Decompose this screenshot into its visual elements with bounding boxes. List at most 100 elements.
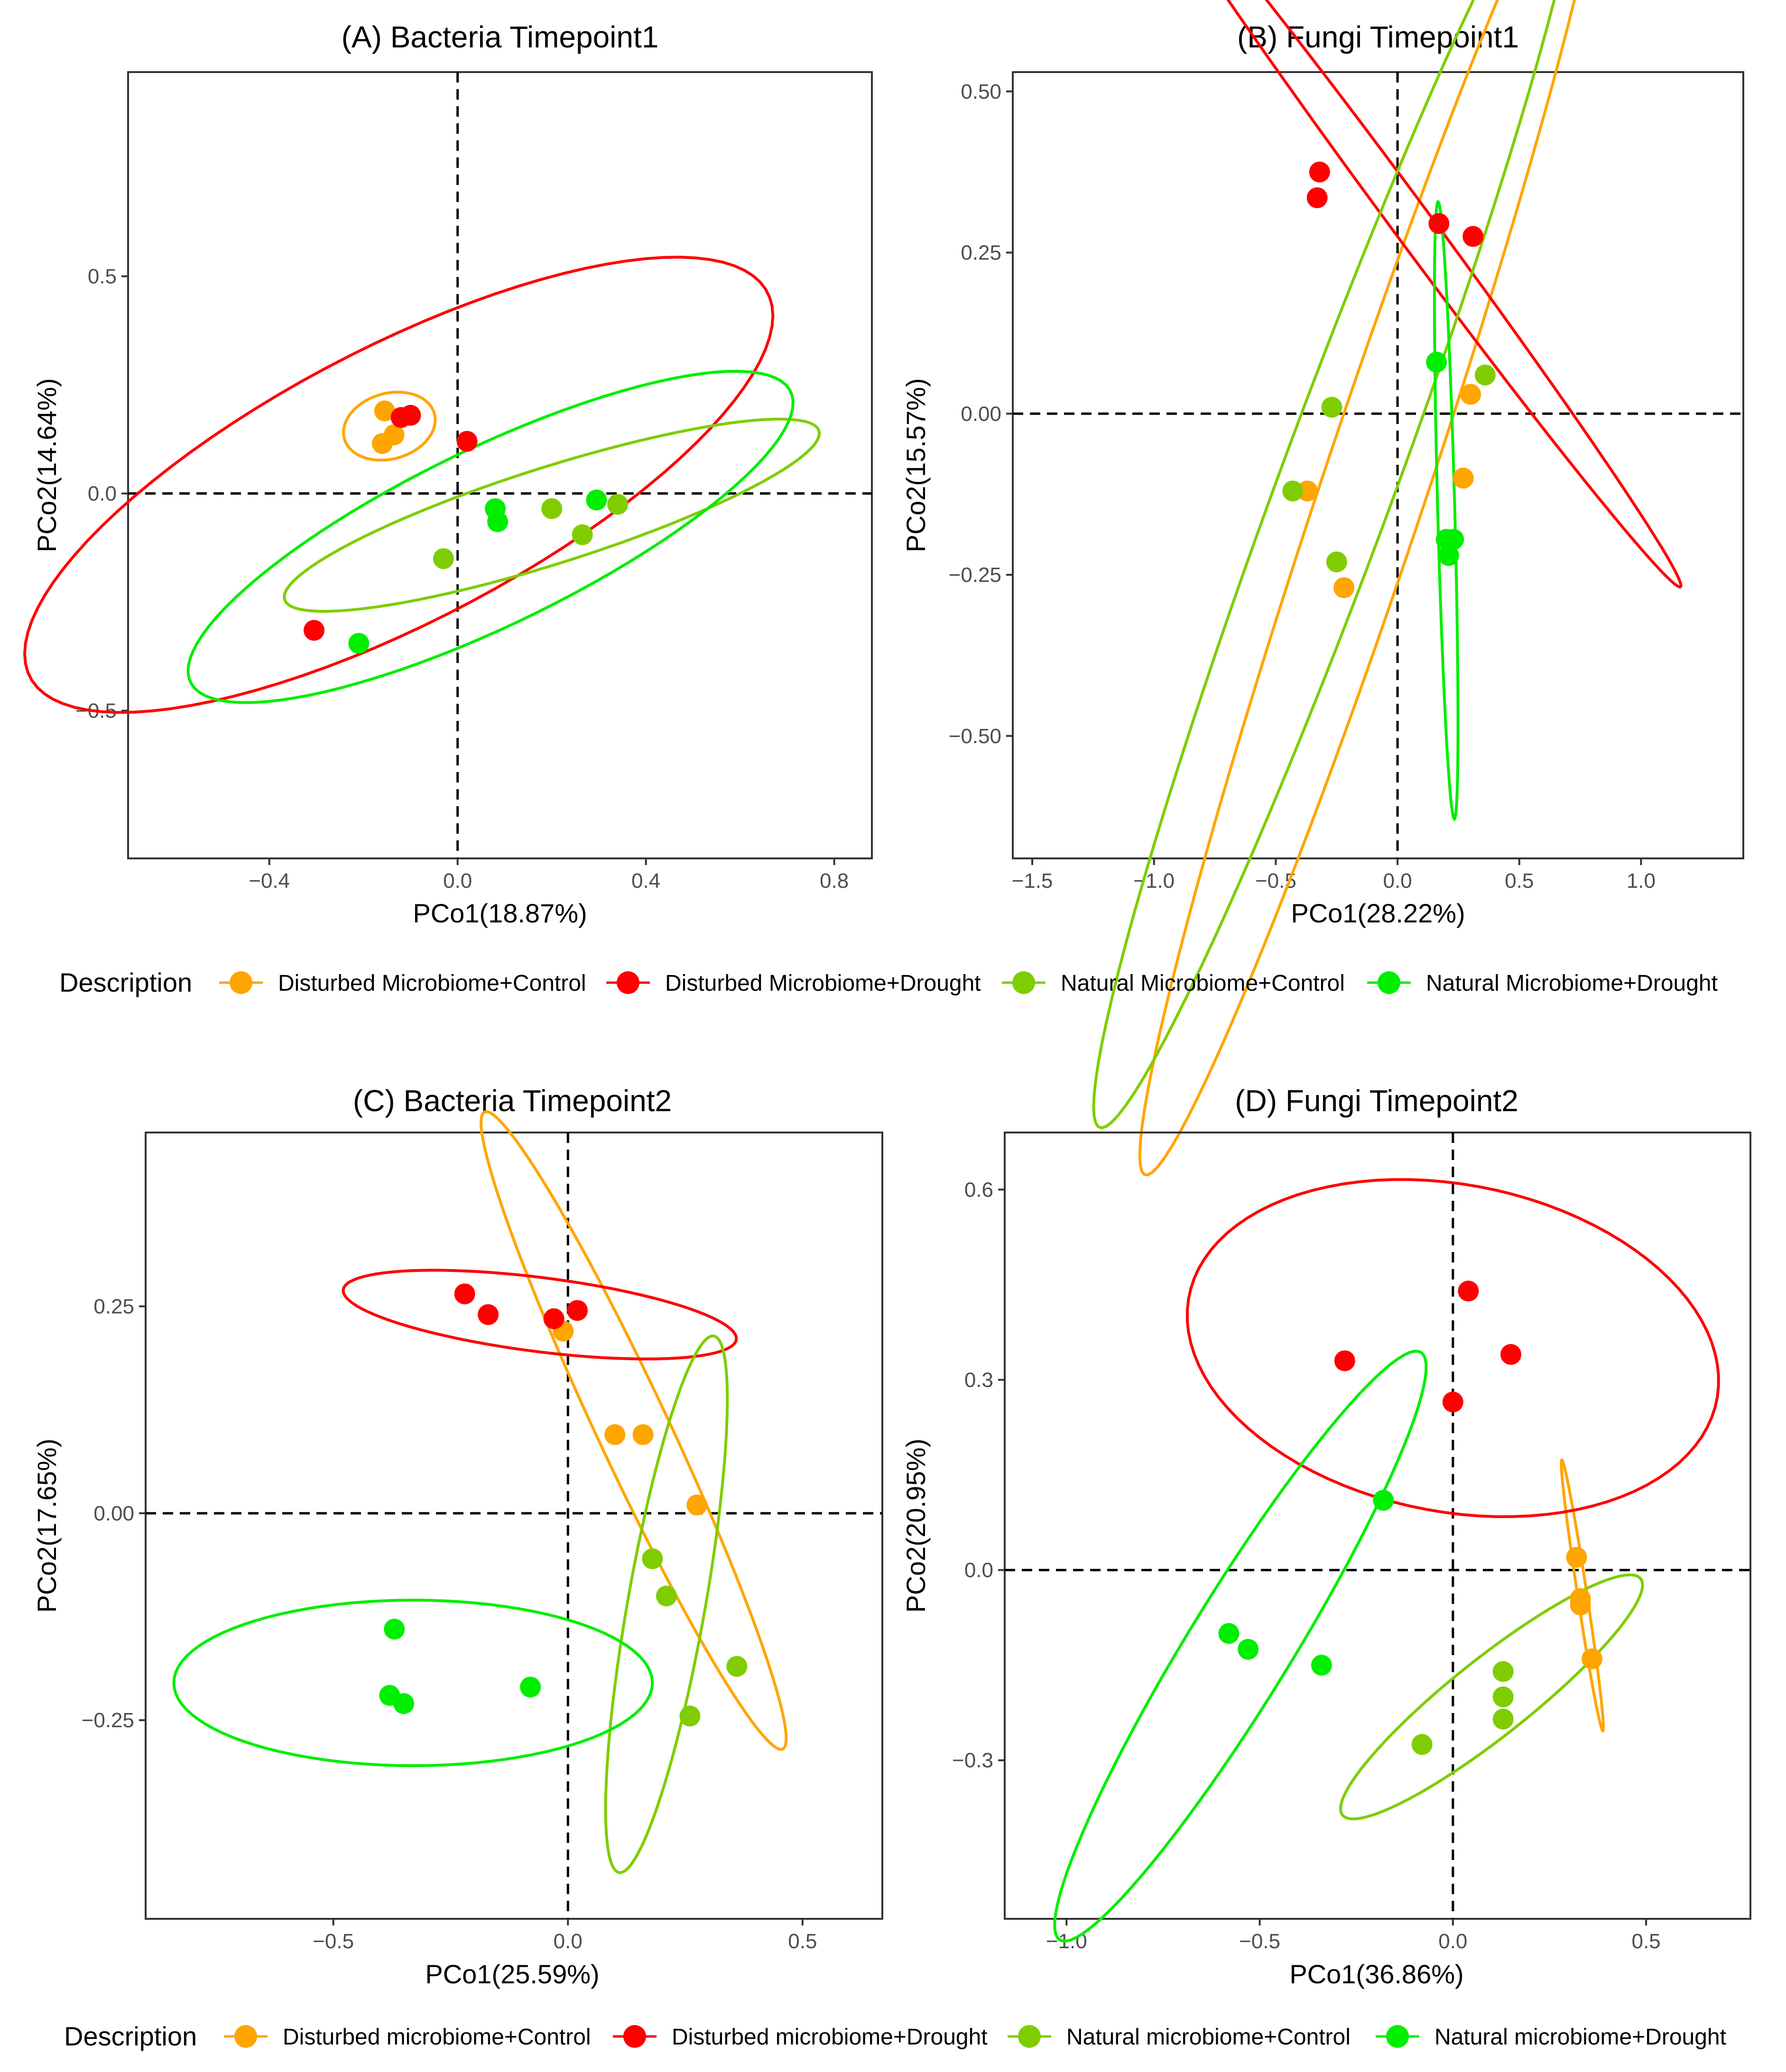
legend-label: Disturbed Microbiome+Drought: [665, 971, 981, 996]
data-point: [1238, 1639, 1259, 1660]
ellipses: [23, 256, 821, 714]
data-point: [1326, 551, 1347, 572]
legend-label: Natural Microbiome+Drought: [1426, 971, 1718, 996]
data-point: [607, 494, 629, 515]
legend-title: Description: [64, 2021, 197, 2051]
data-point: [384, 1619, 405, 1640]
x-tick-label: 0.0: [554, 1930, 583, 1953]
y-tick-label: 0.25: [961, 241, 1001, 265]
legend-key-dot: [230, 971, 252, 994]
data-point: [1311, 1655, 1332, 1676]
data-point: [1321, 396, 1342, 418]
y-axis-label: PCo2(20.95%): [901, 1438, 931, 1612]
reference-lines: [1013, 72, 1743, 858]
data-point: [642, 1548, 663, 1569]
data-point: [1442, 1391, 1463, 1413]
x-tick-label: −0.5: [313, 1930, 354, 1953]
legend-item: Disturbed microbiome+Control: [224, 2025, 591, 2050]
y-axis-label: PCo2(17.65%): [32, 1438, 62, 1612]
panel-c: (C) Bacteria Timepoint2 −0.5 0.0 0.5 −0.25 0…: [32, 1084, 883, 1989]
data-point: [1582, 1648, 1603, 1669]
legend-key-dot: [1386, 2025, 1409, 2048]
data-point: [1428, 213, 1450, 234]
reference-lines: [128, 72, 872, 858]
data-point: [1373, 1490, 1394, 1511]
axis-ticks: −0.5 0.0 0.5 −0.25 0.00 0.25: [82, 1295, 817, 1953]
data-point: [1462, 226, 1484, 247]
x-tick-label: 0.0: [1383, 869, 1412, 893]
data-point: [371, 433, 393, 454]
data-point: [1334, 1350, 1355, 1372]
x-axis-label: PCo1(18.87%): [413, 898, 587, 928]
legend-item: Natural Microbiome+Control: [1002, 971, 1345, 996]
data-point: [572, 524, 593, 545]
chart-title: (C) Bacteria Timepoint2: [353, 1084, 672, 1118]
plot-frame: [127, 71, 873, 859]
plot-frame: [1012, 71, 1744, 859]
legend-label: Natural microbiome+Drought: [1434, 2025, 1726, 2050]
points: [1282, 161, 1496, 599]
ellipse: [342, 390, 437, 462]
legend-bottom: Description Disturbed microbiome+Control…: [64, 2021, 1726, 2051]
reference-lines: [146, 1133, 882, 1919]
x-axis-label: PCo1(36.86%): [1289, 1959, 1463, 1989]
data-point: [604, 1424, 626, 1446]
legend-label: Natural Microbiome+Control: [1061, 971, 1345, 996]
ellipses: [172, 1110, 788, 1874]
data-point: [686, 1494, 708, 1516]
y-tick-label: −0.50: [949, 725, 1001, 748]
data-point: [1411, 1734, 1433, 1755]
ellipse: [1092, 0, 1556, 1130]
legend-label: Disturbed microbiome+Drought: [672, 2025, 988, 2050]
ellipse: [1433, 199, 1460, 821]
x-tick-label: 0.5: [1631, 1930, 1660, 1953]
y-tick-label: −0.25: [82, 1709, 134, 1732]
ellipse: [342, 1269, 738, 1361]
legend-item: Natural Microbiome+Drought: [1367, 971, 1718, 996]
ellipses: [1053, 1178, 1720, 1943]
data-point: [1438, 545, 1459, 566]
ellipse: [480, 1110, 788, 1751]
ellipse: [1185, 1178, 1720, 1519]
chart-title: (A) Bacteria Timepoint1: [342, 20, 659, 54]
panel-d: (D) Fungi Timepoint2 −1.0 −0.5 0.0 0.5−0.30…: [901, 1084, 1751, 1989]
data-point: [726, 1656, 748, 1677]
legend-key-dot: [623, 2025, 646, 2048]
legend-label: Natural microbiome+Control: [1066, 2025, 1351, 2050]
data-point: [348, 633, 370, 654]
ellipse: [604, 1334, 729, 1874]
data-point: [1306, 187, 1328, 209]
chart-title: (D) Fungi Timepoint2: [1235, 1084, 1518, 1118]
data-point: [1333, 577, 1355, 599]
data-point: [393, 1693, 415, 1714]
x-tick-label: 0.0: [443, 869, 472, 893]
data-point: [433, 548, 454, 569]
legend-key-dot: [1018, 2025, 1041, 2048]
points: [304, 400, 629, 654]
y-tick-label: 0.50: [961, 80, 1001, 103]
ellipse: [282, 417, 821, 613]
data-point: [1566, 1547, 1587, 1568]
data-point: [304, 620, 324, 641]
ellipse: [186, 369, 795, 704]
y-tick-label: 0.0: [88, 482, 117, 506]
x-tick-label: 0.0: [1438, 1930, 1467, 1953]
x-axis-label: PCo1(25.59%): [425, 1959, 599, 1989]
points: [1218, 1280, 1603, 1755]
data-point: [454, 1283, 475, 1305]
legend-item: Disturbed Microbiome+Drought: [606, 971, 981, 996]
ellipse: [1053, 1350, 1428, 1943]
data-point: [1500, 1344, 1522, 1365]
x-tick-label: −0.4: [249, 869, 290, 893]
data-point: [656, 1585, 677, 1607]
data-point: [632, 1424, 654, 1446]
y-tick-label: 0.00: [961, 402, 1001, 425]
x-axis-label: PCo1(28.22%): [1291, 898, 1465, 928]
data-point: [586, 489, 607, 511]
data-point: [478, 1304, 499, 1325]
legend-key-dot: [617, 971, 639, 994]
data-point: [1474, 364, 1496, 386]
data-point: [1458, 1280, 1479, 1302]
plot-frame: [1004, 1132, 1751, 1920]
legend-item: Disturbed Microbiome+Control: [219, 971, 586, 996]
